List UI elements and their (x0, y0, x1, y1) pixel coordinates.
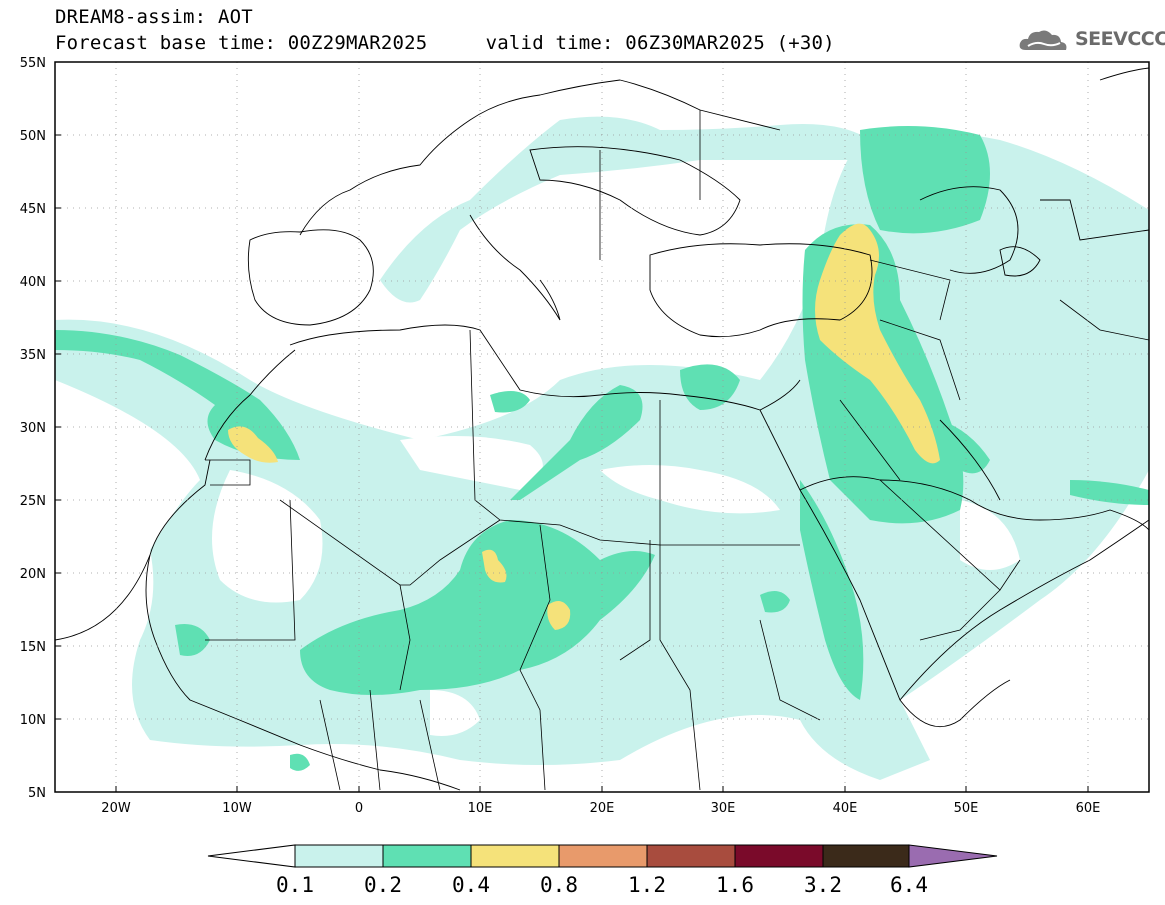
map-title: DREAM8-assim: AOT (55, 6, 253, 28)
axis-ticks (55, 134, 1089, 792)
lon-label: 50E (954, 801, 979, 816)
colorbar-segment (734, 844, 824, 868)
colorbar-segment (646, 844, 736, 868)
seevccc-logo: SEEVCCC (1075, 28, 1165, 50)
coastlines (55, 67, 1149, 791)
lat-label: 40N (20, 275, 46, 290)
graticule (55, 62, 1149, 792)
colorbar (207, 844, 998, 868)
colorbar-label: 0.4 (452, 873, 490, 897)
lon-label: 30E (711, 801, 736, 816)
colorbar-segment (470, 844, 560, 868)
colorbar-segment (822, 844, 910, 868)
lat-label: 10N (20, 713, 46, 728)
lon-label: 20E (590, 801, 615, 816)
colorbar-label: 0.8 (540, 873, 578, 897)
lat-label: 20N (20, 567, 46, 582)
colorbar-label: 1.2 (628, 873, 666, 897)
colorbar-label: 1.6 (716, 873, 754, 897)
lon-label: 20W (101, 801, 131, 816)
lat-label: 35N (20, 348, 46, 363)
lon-label: 0 (355, 801, 363, 816)
lat-label: 30N (20, 421, 46, 436)
lon-label: 10E (468, 801, 493, 816)
colorbar-segment (382, 844, 472, 868)
lon-label: 10W (222, 801, 252, 816)
lon-label: 60E (1076, 801, 1101, 816)
colorbar-segment (908, 844, 998, 868)
colorbar-label: 0.2 (364, 873, 402, 897)
lat-label: 45N (20, 202, 46, 217)
colorbar-label: 6.4 (890, 873, 928, 897)
colorbar-segment (207, 844, 296, 868)
lon-label: 40E (833, 801, 858, 816)
forecast-times: Forecast base time: 00Z29MAR2025 valid t… (55, 32, 835, 54)
lat-label: 5N (28, 786, 46, 801)
colorbar-label: 3.2 (804, 873, 842, 897)
lat-label: 50N (20, 129, 46, 144)
colorbar-segment (294, 844, 384, 868)
colorbar-label: 0.1 (276, 873, 314, 897)
cloud-icon (1019, 30, 1067, 50)
lat-label: 15N (20, 640, 46, 655)
borders (205, 110, 1149, 791)
colorbar-segment (558, 844, 648, 868)
lat-label: 55N (20, 56, 46, 71)
aot-contours (55, 116, 1149, 780)
lat-label: 25N (20, 494, 46, 509)
